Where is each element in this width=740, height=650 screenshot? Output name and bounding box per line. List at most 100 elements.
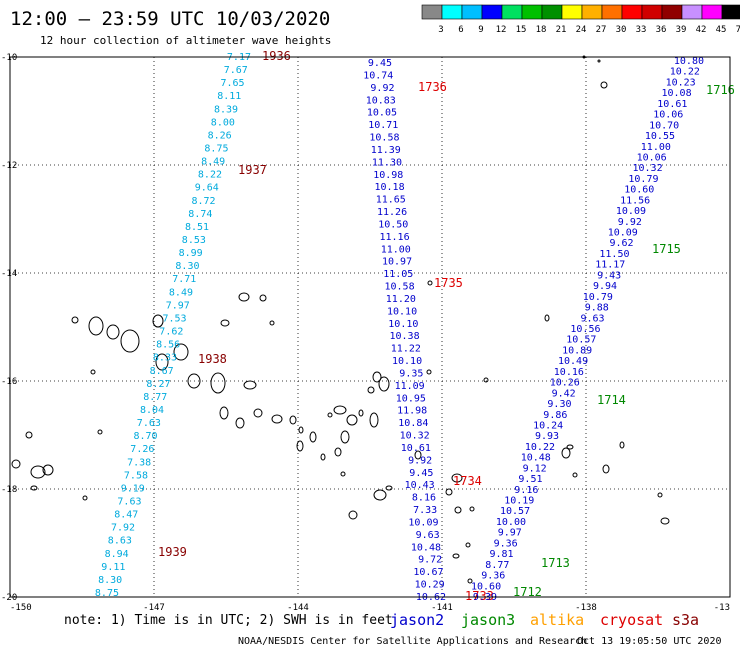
- time-label: 1939: [158, 545, 187, 559]
- wave-height-label: 10.29: [415, 580, 445, 591]
- island-outline: [445, 488, 453, 496]
- wave-height-label: 10.60: [624, 185, 654, 196]
- colorbar-swatch: [641, 4, 663, 20]
- wave-height-label: 10.38: [389, 331, 419, 342]
- lat-tick-label: -20: [1, 593, 17, 603]
- map-frame: [9, 56, 731, 598]
- wave-height-label: 9.63: [581, 313, 605, 324]
- wave-height-label: 9.92: [408, 455, 432, 466]
- wave-height-label: 8.94: [105, 549, 129, 560]
- colorbar-label: 24: [576, 25, 587, 35]
- wave-height-label: 8.22: [198, 170, 222, 181]
- colorbar-label: 9: [478, 25, 483, 35]
- wave-height-label: 10.74: [363, 70, 393, 81]
- wave-height-label: 9.88: [585, 303, 609, 314]
- track-b: 9.4510.749.9210.8310.0510.7110.5811.3911…: [363, 58, 494, 603]
- colorbar-label: 42: [696, 25, 707, 35]
- colorbar-label: 3: [438, 25, 443, 35]
- colorbar-swatch: [581, 4, 603, 20]
- island-outline: [289, 415, 297, 425]
- island-outline: [88, 316, 104, 336]
- wave-height-label: 10.84: [398, 418, 428, 429]
- lat-tick-label: -10: [1, 53, 17, 63]
- wave-height-label: 10.71: [368, 120, 398, 131]
- satellite-legend: jason2 jason3 altika cryosat s3a: [390, 611, 699, 629]
- wave-height-label: 11.50: [599, 249, 629, 260]
- footer-timestamp: Oct 13 19:05:50 UTC 2020: [577, 636, 722, 647]
- wave-height-label: 11.00: [641, 142, 671, 153]
- wave-height-label: 10.09: [608, 228, 638, 239]
- wave-height-label: 8.75: [95, 588, 119, 599]
- colorbar-label: 30: [616, 25, 627, 35]
- wave-height-label: 10.10: [387, 306, 417, 317]
- colorbar: 36912151821242730333639424570(ft): [421, 4, 740, 35]
- time-label: 1733: [465, 589, 494, 603]
- wave-height-label: 9.16: [514, 485, 538, 496]
- wave-height-label: 8.26: [208, 130, 232, 141]
- island-outline: [235, 417, 245, 429]
- colorbar-label: 21: [556, 25, 567, 35]
- wave-height-label: 7.26: [130, 444, 154, 455]
- wave-height-label: 8.11: [217, 91, 241, 102]
- wave-height-label: 10.55: [645, 131, 675, 142]
- time-label: 1715: [652, 242, 681, 256]
- island-outline: [561, 447, 571, 459]
- wave-height-label: 8.72: [192, 196, 216, 207]
- wave-height-label: 7.97: [166, 300, 190, 311]
- wave-height-label: 8.00: [211, 117, 235, 128]
- wave-height-label: 7.65: [221, 78, 245, 89]
- wave-height-label: 10.22: [670, 67, 700, 78]
- wave-height-label: 9.42: [552, 388, 576, 399]
- wave-height-label: 9.64: [195, 183, 219, 194]
- wave-height-label: 11.09: [395, 381, 425, 392]
- wave-height-label: 7.63: [137, 418, 161, 429]
- wave-height-label: 8.47: [114, 510, 138, 521]
- island-outline: [219, 406, 229, 420]
- colorbar-swatch: [541, 4, 563, 20]
- wave-height-label: 10.05: [367, 108, 397, 119]
- wave-height-label: 10.26: [550, 378, 580, 389]
- island-outline: [367, 386, 375, 394]
- island-outline: [97, 429, 103, 435]
- island-outline: [372, 371, 382, 383]
- island-outline: [467, 578, 473, 584]
- wave-height-label: 11.22: [391, 344, 421, 355]
- wave-height-label: 10.70: [649, 120, 679, 131]
- island-outline: [243, 380, 257, 390]
- island-outline: [566, 444, 574, 450]
- wave-height-label: 9.12: [523, 463, 547, 474]
- wave-height-label: 9.86: [543, 410, 567, 421]
- lon-tick-label: -150: [10, 603, 32, 613]
- island-outline: [369, 412, 379, 428]
- island-outline: [451, 473, 463, 483]
- island-outline: [90, 369, 96, 375]
- wave-height-label: 9.92: [618, 217, 642, 228]
- wave-height-label: 11.20: [386, 294, 416, 305]
- island-outline: [238, 292, 250, 302]
- colorbar-label: 18: [536, 25, 547, 35]
- island-outline: [155, 353, 169, 371]
- island-outline: [25, 431, 33, 439]
- wave-height-label: 8.56: [156, 340, 180, 351]
- wave-height-label: 10.23: [666, 77, 696, 88]
- colorbar-swatch: [521, 4, 543, 20]
- colorbar-swatch: [601, 4, 623, 20]
- lat-tick-label: -18: [1, 485, 17, 495]
- time-label: 1937: [238, 163, 267, 177]
- legend-jason2: jason2: [390, 611, 444, 629]
- island-outline: [320, 453, 326, 461]
- time-label: 1736: [418, 80, 447, 94]
- time-label: 1734: [453, 474, 482, 488]
- island-outline: [296, 440, 304, 452]
- wave-height-label: 11.39: [371, 145, 401, 156]
- island-outline: [309, 431, 317, 443]
- colorbar-swatch: [621, 4, 643, 20]
- wave-height-label: 9.36: [481, 571, 505, 582]
- time-label: 1713: [541, 556, 570, 570]
- island-outlines: [11, 55, 670, 584]
- wave-height-label: 10.32: [400, 431, 430, 442]
- island-outline: [327, 412, 333, 418]
- footer-credit: NOAA/NESDIS Center for Satellite Applica…: [238, 636, 587, 647]
- wave-height-label: 9.51: [518, 474, 542, 485]
- wave-height-label: 9.35: [399, 369, 423, 380]
